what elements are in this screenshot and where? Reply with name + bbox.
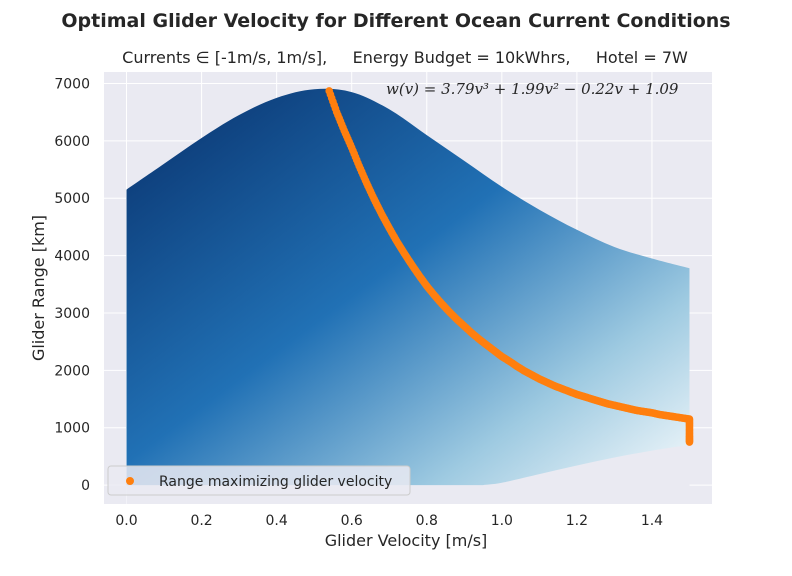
x-axis-label: Glider Velocity [m/s] — [325, 531, 488, 550]
x-axis-ticks: 0.0 0.2 0.4 0.6 0.8 1.0 1.2 1.4 — [115, 513, 663, 529]
x-tick-label: 0.4 — [266, 513, 288, 529]
range-region — [126, 88, 690, 504]
y-axis-label: Glider Range [km] — [29, 215, 48, 361]
x-tick-label: 0.2 — [190, 513, 212, 529]
y-tick-label: 4000 — [54, 249, 90, 265]
y-axis-ticks: 0 1000 2000 3000 4000 5000 6000 7000 — [54, 76, 90, 494]
legend-box — [107, 465, 411, 496]
y-tick-label: 3000 — [54, 306, 90, 322]
y-tick-label: 5000 — [54, 191, 90, 207]
x-tick-label: 1.4 — [641, 513, 663, 529]
y-tick-label: 2000 — [54, 363, 90, 379]
x-tick-label: 0.8 — [416, 513, 438, 529]
legend-label: Range maximizing glider velocity — [159, 474, 392, 490]
x-tick-label: 0.6 — [341, 513, 363, 529]
y-tick-label: 1000 — [54, 421, 90, 437]
x-tick-label: 1.0 — [491, 513, 513, 529]
optimal-velocity-points — [325, 87, 694, 446]
legend: Range maximizing glider velocity — [107, 465, 411, 496]
chart-title: Optimal Glider Velocity for Different Oc… — [61, 10, 730, 32]
optimal-velocity-point — [685, 438, 694, 446]
legend-marker — [126, 477, 134, 485]
y-tick-label: 0 — [81, 478, 90, 494]
y-tick-label: 6000 — [54, 134, 90, 150]
fit-equation-annotation: w(v) = 3.79v³ + 1.99v² − 0.22v + 1.09 — [386, 80, 679, 98]
y-tick-label: 7000 — [54, 76, 90, 92]
chart-subtitle: Currents ∈ [-1m/s, 1m/s], Energy Budget … — [122, 48, 688, 67]
x-tick-label: 0.0 — [115, 513, 137, 529]
x-tick-label: 1.2 — [566, 513, 588, 529]
